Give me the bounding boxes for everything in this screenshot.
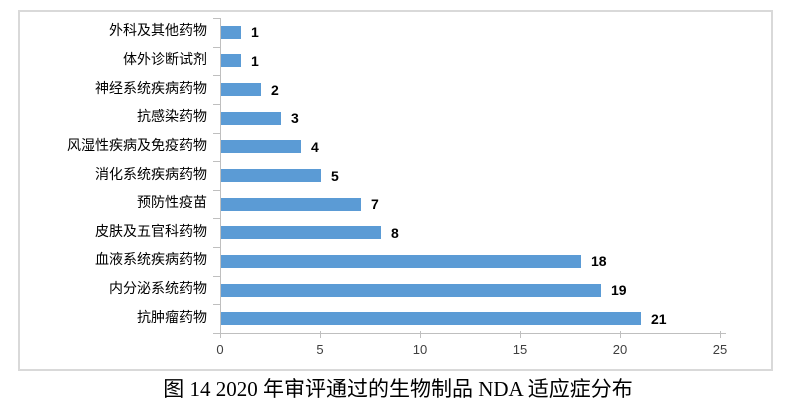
x-axis-tick-label: 15: [512, 342, 528, 357]
chart-row: 体外诊断试剂 1: [20, 46, 765, 76]
x-axis-tick: [520, 331, 521, 338]
chart-row: 抗肿瘤药物 21: [20, 304, 765, 334]
chart-row: 外科及其他药物 1: [20, 18, 765, 48]
bar-area: 5: [213, 161, 765, 191]
bar-area: 7: [213, 189, 765, 220]
x-axis-tick-label: 20: [612, 342, 628, 357]
chart-row: 血液系统疾病药物 18: [20, 247, 765, 277]
category-label: 内分泌系统药物: [109, 282, 207, 298]
x-axis-tick: [720, 331, 721, 338]
chart-row: 抗感染药物 3: [20, 103, 765, 134]
category-label: 体外诊断试剂: [123, 52, 207, 68]
category-label: 皮肤及五官科药物: [95, 224, 207, 240]
category-label: 风湿性疾病及免疫药物: [67, 138, 207, 154]
value-label: 18: [591, 253, 607, 270]
bar-area: 8: [213, 218, 765, 248]
chart-row: 预防性疫苗 7: [20, 189, 765, 220]
category-label: 外科及其他药物: [109, 24, 207, 40]
bar: [221, 83, 261, 97]
x-axis-tick: [220, 331, 221, 338]
chart-row: 皮肤及五官科药物 8: [20, 218, 765, 248]
value-label: 3: [291, 110, 299, 127]
bar: [221, 226, 381, 240]
value-label: 7: [371, 196, 379, 213]
bar-area: 2: [213, 75, 765, 105]
bar: [221, 197, 361, 211]
bar-area: 1: [213, 18, 765, 48]
chart-row: 内分泌系统药物 19: [20, 275, 765, 306]
bar: [221, 140, 301, 154]
chart-row: 消化系统疾病药物 5: [20, 161, 765, 191]
bar: [221, 111, 281, 125]
chart-frame: 外科及其他药物 1 体外诊断试剂 1 神经系统疾病药物 2 抗感染药物 3 风湿性疾病及免疫药物…: [18, 10, 773, 371]
x-axis-tick-label: 10: [412, 342, 428, 357]
bar-area: 3: [213, 103, 765, 134]
bar: [221, 54, 241, 68]
bar-area: 4: [213, 132, 765, 162]
bar: [221, 254, 581, 268]
bar: [221, 25, 241, 39]
category-label: 血液系统疾病药物: [95, 253, 207, 269]
value-label: 1: [251, 52, 259, 69]
x-axis-tick-label: 5: [316, 342, 324, 357]
category-label: 抗肿瘤药物: [137, 310, 207, 326]
bar: [221, 312, 641, 326]
category-label: 神经系统疾病药物: [95, 81, 207, 97]
bar-area: 18: [213, 247, 765, 277]
value-label: 19: [611, 282, 627, 299]
bar-area: 19: [213, 275, 765, 306]
value-label: 8: [391, 224, 399, 241]
bar-area: 21: [213, 304, 765, 334]
bar: [221, 283, 601, 297]
value-label: 1: [251, 24, 259, 41]
x-axis-tick: [620, 331, 621, 338]
chart-row: 风湿性疾病及免疫药物 4: [20, 132, 765, 162]
x-axis: 0 5 10 15 20 25: [216, 331, 728, 366]
chart-rows: 外科及其他药物 1 体外诊断试剂 1 神经系统疾病药物 2 抗感染药物 3 风湿性疾病及免疫药物…: [20, 18, 765, 334]
bar-area: 1: [213, 46, 765, 76]
category-label: 抗感染药物: [137, 110, 207, 126]
value-label: 5: [331, 167, 339, 184]
x-axis-tick-label: 25: [712, 342, 728, 357]
value-label: 21: [651, 310, 667, 327]
category-label: 消化系统疾病药物: [95, 167, 207, 183]
bar: [221, 169, 321, 183]
chart-row: 神经系统疾病药物 2: [20, 75, 765, 105]
x-axis-tick: [420, 331, 421, 338]
figure-caption: 图 14 2020 年审评通过的生物制品 NDA 适应症分布: [163, 377, 633, 401]
x-axis-tick-label: 0: [216, 342, 224, 357]
value-label: 2: [271, 81, 279, 98]
x-axis-tick: [320, 331, 321, 338]
value-label: 4: [311, 138, 319, 155]
category-label: 预防性疫苗: [137, 196, 207, 212]
